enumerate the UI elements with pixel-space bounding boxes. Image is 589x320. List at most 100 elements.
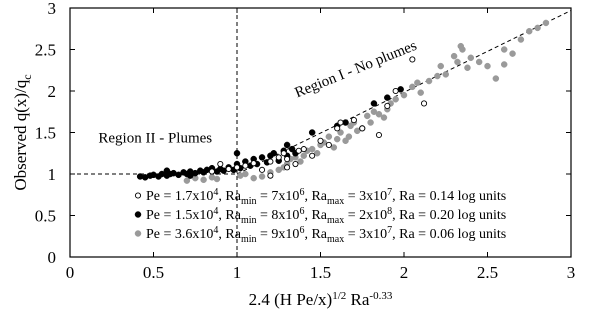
series-3-point xyxy=(400,91,408,99)
series-3-point xyxy=(300,152,308,159)
series-3-point xyxy=(325,133,333,140)
series-3-point xyxy=(297,158,304,165)
series-1-point xyxy=(292,160,299,168)
series-1-point xyxy=(267,158,274,165)
series-3-point xyxy=(542,19,550,27)
series-3-point xyxy=(337,129,344,136)
x-tick-label: 0.5 xyxy=(143,263,164,282)
series-3-point xyxy=(526,27,533,35)
series-1-point xyxy=(334,125,341,132)
series-3-point xyxy=(464,64,471,72)
series-1-point xyxy=(250,160,257,167)
series-3-point xyxy=(414,79,421,86)
series-1-point xyxy=(242,162,249,169)
series-3-point xyxy=(375,110,383,118)
series-2-point xyxy=(283,141,291,149)
series-3-point xyxy=(313,150,321,157)
series-1-point xyxy=(359,125,366,132)
legend-marker-1 xyxy=(134,192,142,199)
legend-marker-3 xyxy=(134,230,142,237)
series-1-point xyxy=(258,166,266,173)
series-1-point xyxy=(309,152,316,159)
x-tick-label: 2 xyxy=(400,263,409,282)
series-3-point xyxy=(330,144,338,151)
series-1-point xyxy=(409,56,416,63)
series-3-point xyxy=(492,75,500,82)
series-3-point xyxy=(409,83,416,91)
series-2-point xyxy=(233,150,241,157)
legend-entry-3: Pe = 3.6x104, Ramin = 9x106, Ramax = 3x1… xyxy=(146,225,506,245)
series-1-point xyxy=(233,164,241,171)
series-3-point xyxy=(500,46,508,53)
x-tick-label: 1.5 xyxy=(310,263,331,282)
series-2-point xyxy=(370,100,378,107)
series-2-point xyxy=(384,94,391,101)
legend-entry-1: Pe = 1.7x104, Ramin = 7x106, Ramax = 3x1… xyxy=(146,187,506,207)
series-3-point xyxy=(457,42,465,50)
y-tick-label: 3 xyxy=(48,0,57,18)
series-3-point xyxy=(417,89,424,96)
legend-marker-2 xyxy=(134,211,142,218)
series-3-point xyxy=(442,71,449,78)
series-1-point xyxy=(300,146,307,153)
series-2-point xyxy=(163,167,171,174)
series-2-point xyxy=(270,150,277,157)
series-1-point xyxy=(295,147,302,154)
series-3-point xyxy=(484,62,491,70)
series-3-point xyxy=(367,119,374,126)
series-3-point xyxy=(242,170,249,178)
series-1-point xyxy=(284,156,291,163)
series-3-point xyxy=(517,36,525,43)
series-3-point xyxy=(509,50,516,57)
data-points xyxy=(136,19,550,184)
y-tick-label: 2 xyxy=(48,82,57,101)
x-tick-label: 2.5 xyxy=(477,263,498,282)
series-1-point xyxy=(275,154,282,161)
series-3-point xyxy=(200,176,207,184)
series-1-point xyxy=(325,141,332,148)
series-3-point xyxy=(534,24,541,32)
series-3-point xyxy=(380,114,388,121)
legend: Pe = 1.7x104, Ramin = 7x106, Ramax = 3x1… xyxy=(134,187,506,245)
y-tick-label: 1.5 xyxy=(35,124,56,143)
series-1-point xyxy=(284,164,291,171)
series-1-point xyxy=(225,165,232,173)
series-3-point xyxy=(500,61,508,68)
series-1-point xyxy=(384,102,391,109)
region-ii-label: Region II - Plumes xyxy=(98,130,212,146)
series-1-point xyxy=(337,119,344,126)
series-1-point xyxy=(375,131,383,139)
series-1-point xyxy=(267,172,274,179)
series-3-point xyxy=(333,135,341,143)
series-1-point xyxy=(217,160,224,168)
legend-entry-2: Pe = 1.5x104, Ramin = 8x106, Ramax = 2x1… xyxy=(146,206,506,226)
series-3-point xyxy=(434,72,441,80)
y-tick-label: 0 xyxy=(48,248,57,267)
series-1-point xyxy=(280,150,287,157)
series-3-point xyxy=(258,173,266,180)
series-3-point xyxy=(467,54,475,62)
x-axis-label: 2.4 (H Pe/x)1/2 Ra-0.33 xyxy=(249,290,393,309)
series-2-point xyxy=(186,172,194,179)
series-1-point xyxy=(392,87,399,95)
series-3-point xyxy=(345,133,353,140)
y-axis-label: Observed q(x)/qc xyxy=(11,74,34,190)
series-2-point xyxy=(308,129,316,136)
series-3-point xyxy=(213,175,221,183)
series-1-point xyxy=(350,117,357,124)
series-2-point xyxy=(258,154,266,161)
series-1-point xyxy=(208,168,215,175)
series-3-point xyxy=(183,177,191,184)
series-3-point xyxy=(392,96,399,103)
series-3-point xyxy=(437,62,444,70)
series-1-point xyxy=(420,100,428,107)
series-1-point xyxy=(317,137,324,144)
series-3-point xyxy=(454,58,461,66)
x-tick-label: 1 xyxy=(233,263,242,282)
axis-ticks: 0 0.5 1 1.5 2 2.5 3 0 0.5 1 1.5 2 2.5 3 xyxy=(35,0,576,282)
x-tick-label: 0 xyxy=(66,263,75,282)
x-tick-label: 3 xyxy=(567,263,576,282)
series-3-point xyxy=(425,77,433,85)
